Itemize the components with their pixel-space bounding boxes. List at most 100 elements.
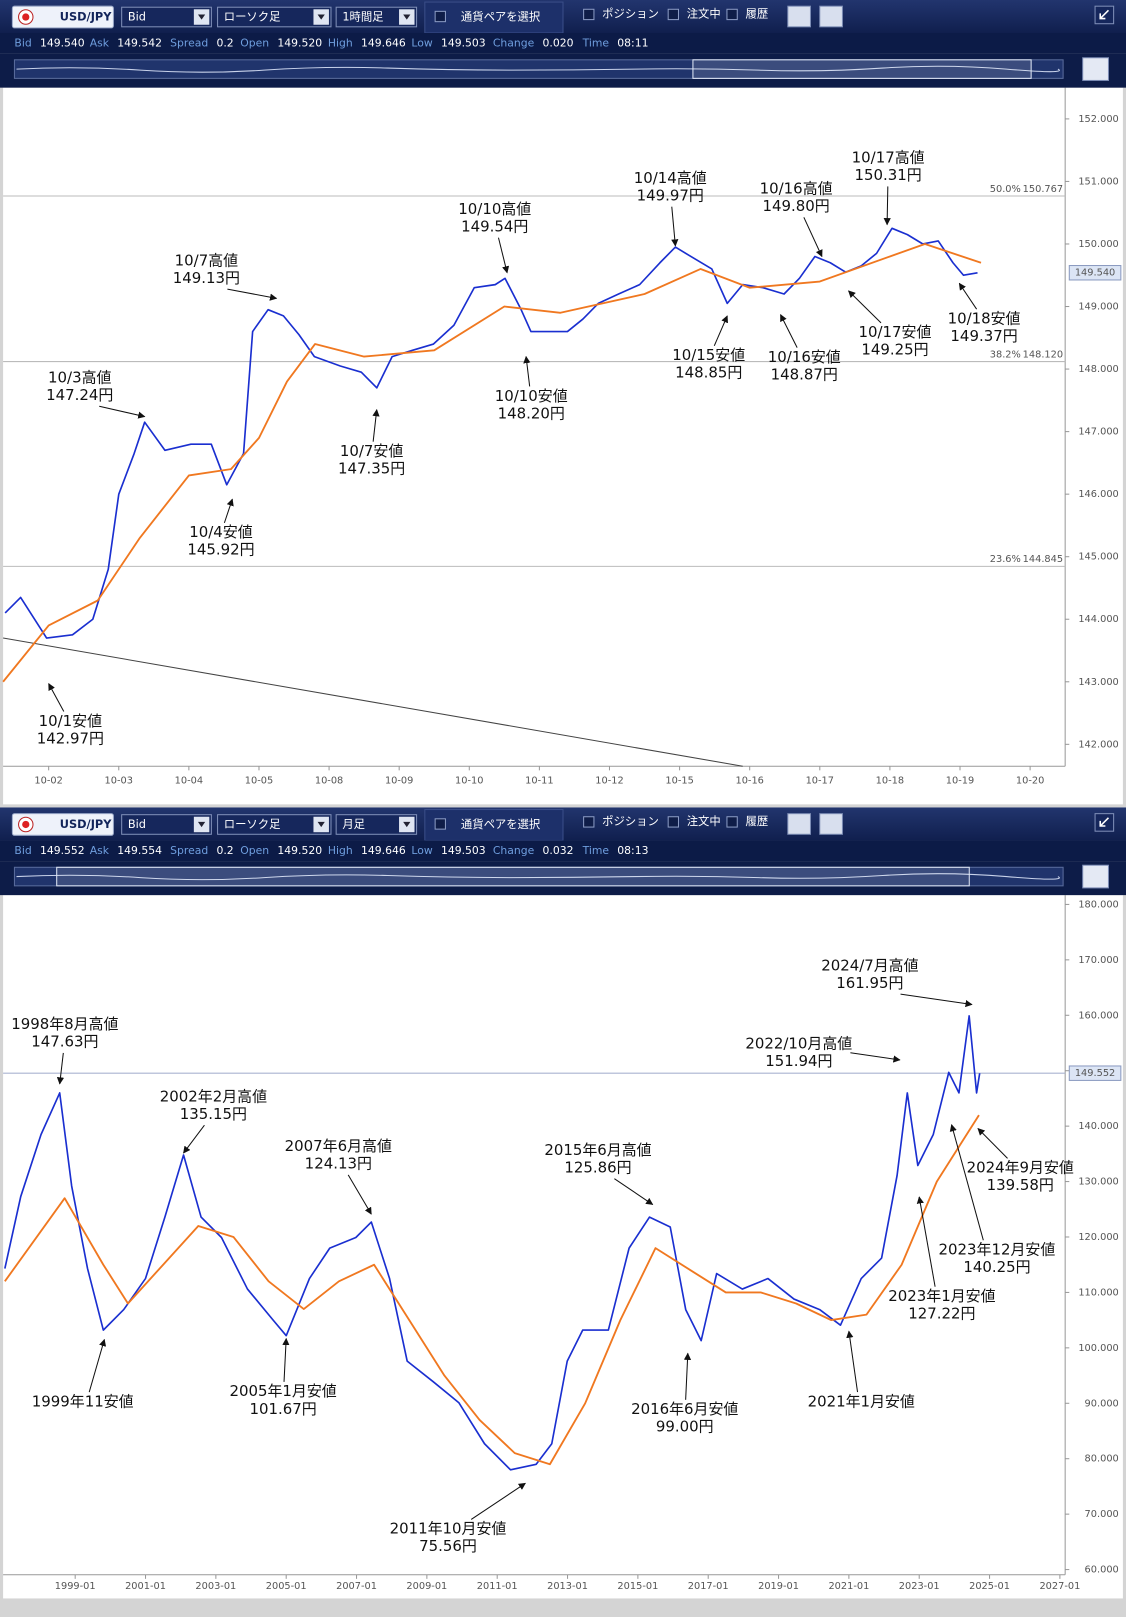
dropdown[interactable]: [217, 6, 332, 28]
y-tick-label: 80.000: [1085, 1454, 1119, 1465]
annotation-text: 147.24円: [46, 386, 113, 404]
toggle-label: ポジション: [602, 814, 659, 828]
icon-button[interactable]: [819, 813, 843, 835]
checkbox[interactable]: [583, 816, 595, 828]
quote-label: Open: [240, 844, 269, 857]
annotation-arrow: [780, 314, 798, 348]
x-tick-label: 10-19: [946, 776, 974, 787]
annotation-text: 75.56円: [419, 1537, 477, 1555]
x-tick-label: 2005-01: [266, 1581, 307, 1592]
y-tick-label: 110.000: [1078, 1287, 1118, 1298]
dropdown[interactable]: [217, 814, 332, 835]
x-tick-label: 2021-01: [828, 1581, 869, 1592]
annotation-text: 10/7安値: [340, 442, 403, 460]
annotation-arrow: [48, 683, 65, 712]
fibonacci-price: 148.120: [1023, 349, 1063, 360]
quote-value: 149.542: [117, 36, 162, 49]
x-tick-label: 2009-01: [406, 1581, 447, 1592]
annotation-text: 2024/7月高値: [821, 956, 918, 974]
annotation-arrow: [282, 1337, 290, 1382]
toggle-label: ポジション: [602, 6, 659, 20]
annotation-arrow: [846, 1330, 859, 1393]
annotation-arrow: [56, 1052, 65, 1085]
annotation-text: 2011年10月安値: [390, 1520, 507, 1538]
icon-button[interactable]: [819, 5, 843, 28]
checkbox[interactable]: [667, 8, 680, 21]
annotation-text: 145.92円: [187, 541, 254, 559]
annotation-text: 147.63円: [31, 1033, 98, 1051]
annotation-text: 2022/10月高値: [745, 1034, 852, 1052]
annotation-arrow: [372, 409, 380, 442]
navigator[interactable]: [13, 59, 1064, 79]
x-tick-label: 10-09: [385, 776, 413, 787]
quote-label: Time: [582, 36, 610, 49]
quote-value: 149.552: [40, 844, 85, 857]
y-tick-label: 60.000: [1085, 1565, 1119, 1576]
x-tick-label: 10-11: [525, 776, 553, 787]
x-tick-label: 10-03: [105, 776, 133, 787]
flag-icon-dot: [22, 820, 30, 829]
annotation-arrow: [614, 1178, 654, 1205]
dropdown[interactable]: [121, 814, 212, 835]
symbol-button[interactable]: [11, 813, 114, 836]
y-tick-label: 170.000: [1078, 955, 1118, 966]
annotation-text: 140.25円: [963, 1258, 1030, 1276]
x-tick-label: 2017-01: [688, 1581, 729, 1592]
annotation-text: 135.15円: [180, 1105, 247, 1123]
dropdown-value: 月足: [342, 817, 365, 831]
icon-button[interactable]: [787, 813, 811, 835]
dropdown[interactable]: [121, 6, 212, 28]
checkbox[interactable]: [583, 8, 595, 21]
annotation-text: 1998年8月高値: [11, 1015, 118, 1033]
current-price-box: [1068, 1065, 1122, 1081]
zoom-button[interactable]: [1082, 864, 1109, 889]
navigator-window[interactable]: [56, 866, 970, 887]
pair-select-tab[interactable]: [424, 1, 564, 34]
y-tick-label: 160.000: [1078, 1010, 1118, 1021]
quote-label: Low: [411, 36, 432, 49]
toggle-label: 履歴: [746, 6, 769, 20]
quote-value: 0.020: [543, 36, 574, 49]
dropdown-caret: [197, 14, 206, 20]
annotation-text: 99.00円: [656, 1418, 714, 1436]
annotation-arrow: [848, 290, 882, 324]
y-tick-label: 70.000: [1085, 1509, 1119, 1520]
x-tick-label: 10-18: [876, 776, 904, 787]
dropdown[interactable]: [335, 814, 418, 835]
pair-select: 通貨ペアを選択: [461, 817, 541, 831]
annotation-arrow: [671, 206, 679, 247]
symbol-button[interactable]: [11, 5, 114, 29]
moving-average: [2, 243, 982, 683]
x-tick-label: 10-04: [175, 776, 203, 787]
corner-icon: [1099, 817, 1110, 827]
dropdown-value: ローソク足: [224, 10, 281, 24]
checkbox[interactable]: [726, 816, 738, 828]
annotation-text: 147.35円: [338, 460, 405, 478]
annotation-text: 125.86円: [564, 1158, 631, 1176]
annotation-arrow: [958, 282, 978, 310]
moving-average: [4, 1114, 980, 1466]
quote-value: 149.520: [277, 36, 322, 49]
annotation-text: 2002年2月高値: [160, 1087, 267, 1105]
x-tick-label: 2025-01: [969, 1581, 1010, 1592]
checkbox[interactable]: [434, 818, 446, 830]
price-line: [4, 1015, 981, 1471]
pair-select-tab[interactable]: [424, 809, 564, 841]
dropdown-caret: [317, 14, 325, 20]
y-tick-label: 180.000: [1078, 899, 1118, 910]
quote-label: High: [328, 844, 353, 857]
quote-label: Low: [411, 844, 432, 857]
quote-label: Spread: [170, 844, 208, 857]
checkbox[interactable]: [434, 10, 446, 23]
dropdown[interactable]: [335, 6, 418, 28]
checkbox[interactable]: [667, 816, 680, 828]
toggle-label: 注文中: [687, 814, 721, 828]
zoom-button[interactable]: [1082, 57, 1109, 81]
navigator-wave: [16, 873, 1060, 881]
x-tick-label: 10-12: [595, 776, 623, 787]
x-tick-label: 2011-01: [477, 1581, 518, 1592]
checkbox[interactable]: [726, 8, 738, 21]
navigator-window[interactable]: [692, 59, 1032, 79]
icon-button[interactable]: [787, 5, 811, 28]
